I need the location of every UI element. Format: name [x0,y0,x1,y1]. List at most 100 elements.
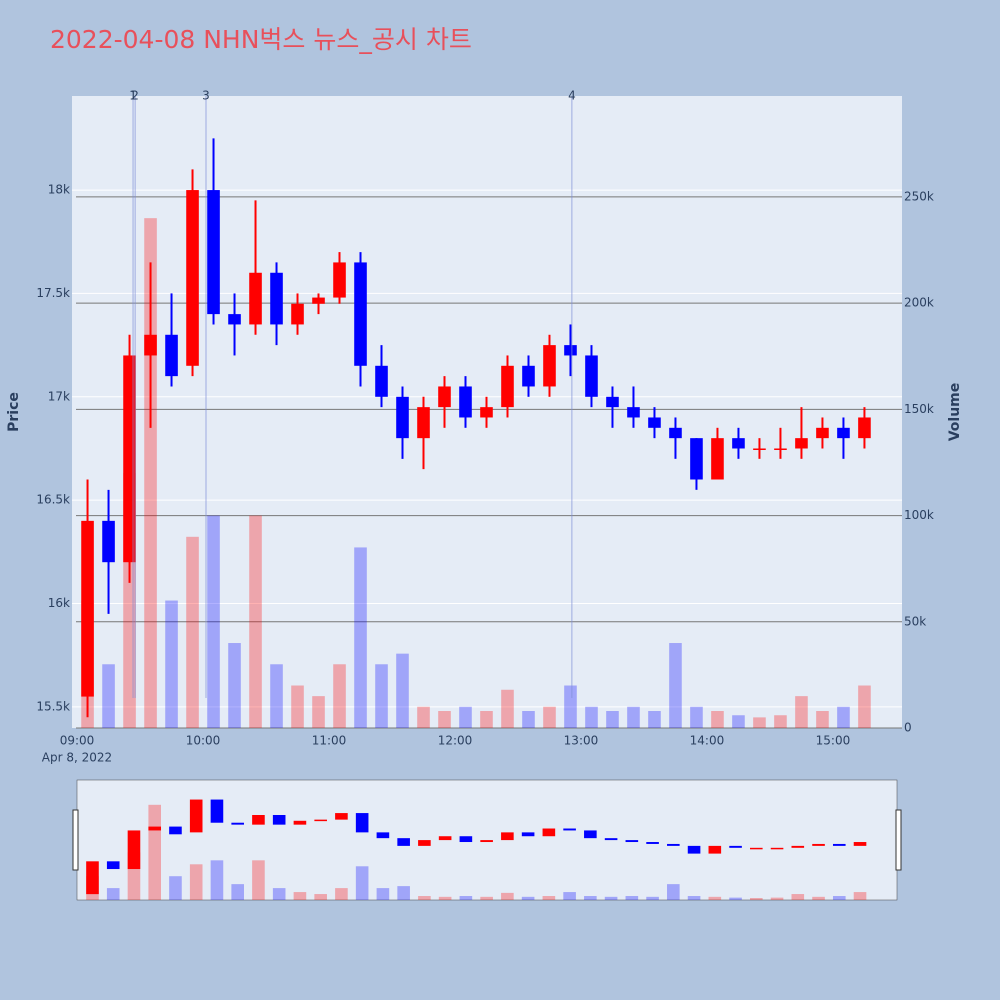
candle-body [396,396,409,439]
volume-bar [102,664,115,728]
slider-volume-bar [563,892,576,900]
candle-body [123,355,136,563]
volume-bar [648,711,661,728]
slider-candle [106,861,120,870]
slider-candle [459,836,473,843]
candle-body [144,334,157,356]
volume-bar [249,515,262,728]
candle-body [291,303,304,325]
volume-bar [564,685,577,728]
x-tick-label: 10:00 [186,734,221,748]
slider-volume-bar [106,888,120,900]
slider-volume-bar [169,876,182,900]
candle-body [585,355,598,397]
candle-body [312,297,325,304]
slider-candle [853,842,867,846]
candle-body [774,448,787,450]
news-label: 2 [131,89,139,103]
slider-candle [438,836,452,841]
y-tick-label: 16k [48,596,70,610]
slider-volume-bar [272,888,286,900]
candle-body [459,386,472,418]
y2-tick-label: 50k [904,614,926,628]
candle-body [669,427,682,439]
candle-body [228,314,241,325]
news-label: 3 [202,89,210,103]
volume-bar [585,706,598,728]
slider-volume-bar [750,898,763,900]
volume-bar [270,664,283,728]
volume-bar [312,696,325,728]
slider-handle[interactable] [895,809,902,871]
slider-volume-bar [148,804,162,900]
slider-volume-bar [542,896,556,900]
slider-candle [646,842,659,844]
x-tick-label: 14:00 [690,734,725,748]
volume-bar [711,711,724,728]
slider-volume-bar [397,886,410,900]
volume-bar [333,664,346,728]
slider-handle[interactable] [72,809,79,871]
slider-candle [812,843,825,846]
slider-candle [542,828,556,837]
y-tick-label: 16.5k [36,493,70,507]
candle-body [648,417,661,428]
slider-candle [376,832,390,839]
slider-volume-bar [418,896,431,900]
y2-tick-label: 150k [904,402,934,416]
candle-body [102,520,115,563]
volume-bar [732,715,745,728]
volume-bar [543,706,556,728]
slider-candle [252,815,265,825]
candle-body [690,438,703,480]
slider-volume-bar [355,866,369,900]
candle-body [438,386,451,408]
x-tick-label: 09:00 [60,734,95,748]
slider-volume-bar [584,896,597,900]
slider-candle [231,822,244,825]
candle-body [270,272,283,325]
chart-title: 2022-04-08 NHN벅스 뉴스_공시 차트 [50,25,472,54]
slider-candle [148,826,162,831]
candle-body [732,438,745,449]
slider-candle [335,813,348,820]
slider-volume-bar [231,884,244,900]
volume-bar [375,664,388,728]
x-tick-label: 15:00 [816,734,851,748]
slider-volume-bar [501,892,514,900]
candle-body [627,407,640,418]
candle-body [417,407,430,439]
candle-body [354,262,367,366]
volume-bar [459,706,472,728]
candle-body [81,520,94,697]
y-tick-label: 17.5k [36,286,70,300]
y2-axis-title: Volume [947,383,963,442]
slider-volume-bar [853,892,867,900]
volume-bar [501,689,514,728]
slider-volume-bar [832,896,846,900]
slider-volume-bar [293,892,307,900]
slider-candle [127,830,141,870]
volume-bar [480,711,493,728]
x-tick-label: 12:00 [438,734,473,748]
slider-candle [501,832,514,841]
volume-bar [858,685,871,728]
slider-volume-bar [376,888,390,900]
candle-body [207,190,220,315]
volume-bar [816,711,829,728]
slider-volume-bar [314,894,327,900]
y2-tick-label: 100k [904,508,934,522]
slider-volume-bar [521,896,535,900]
candle-body [711,438,724,480]
slider-volume-bar [480,896,493,900]
slider-candle [604,838,618,841]
candle-body [333,262,346,298]
x-tick-label: 13:00 [564,734,599,748]
slider-volume-bar [459,896,473,900]
slider-volume-bar [812,896,825,900]
candle-body [753,448,766,450]
candle-body [375,365,388,397]
volume-bar [753,717,766,728]
candle-body [816,427,829,439]
